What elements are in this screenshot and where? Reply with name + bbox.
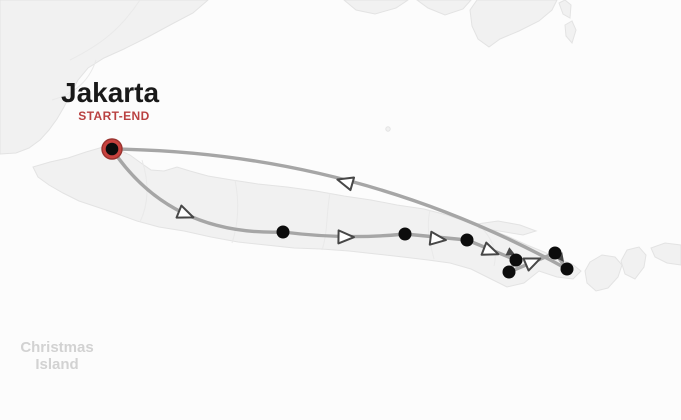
route-markers <box>101 138 574 279</box>
landmass-borneo-west <box>343 0 409 15</box>
direction-arrow-icon <box>428 230 447 246</box>
landmass-laut-island-2 <box>564 20 577 45</box>
island-label-line1: Christmas <box>20 339 94 356</box>
landmasses <box>0 0 681 292</box>
route-stop-dot <box>276 225 290 239</box>
landmass-java <box>32 146 582 288</box>
route-stop-dot <box>509 253 523 267</box>
landmass-lombok <box>620 246 647 280</box>
start-end-label: START-END <box>78 109 150 123</box>
route-stop-dot <box>548 246 562 260</box>
route-stop-dot <box>560 262 574 276</box>
christmas-island-label: Christmas Island <box>6 339 108 373</box>
landmass-borneo-mid <box>416 0 472 16</box>
direction-arrow-icon <box>337 229 355 245</box>
route-stop-dot <box>502 265 516 279</box>
mini-arrowhead-icon <box>505 247 516 256</box>
landmass-sumatra <box>0 0 209 155</box>
route-stop-dot <box>398 227 412 241</box>
direction-arrow-icon <box>175 204 195 219</box>
landmass-laut-island-1 <box>558 0 572 19</box>
island-label-line2: Island <box>35 356 79 373</box>
landmass-borneo-east <box>469 0 558 48</box>
landmass-islet <box>385 126 391 132</box>
landmass-sumbawa <box>650 242 681 266</box>
direction-arrow-icon <box>522 257 542 272</box>
direction-arrow-icon <box>480 241 500 256</box>
landmass-bali <box>584 254 623 292</box>
route-stop-dot <box>460 233 474 247</box>
start-end-marker-core <box>105 142 119 156</box>
direction-arrow-icon <box>336 176 356 192</box>
city-label-jakarta: Jakarta <box>61 77 160 108</box>
